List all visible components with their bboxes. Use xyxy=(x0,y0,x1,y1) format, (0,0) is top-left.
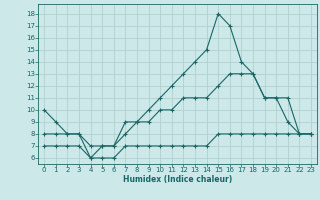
X-axis label: Humidex (Indice chaleur): Humidex (Indice chaleur) xyxy=(123,175,232,184)
